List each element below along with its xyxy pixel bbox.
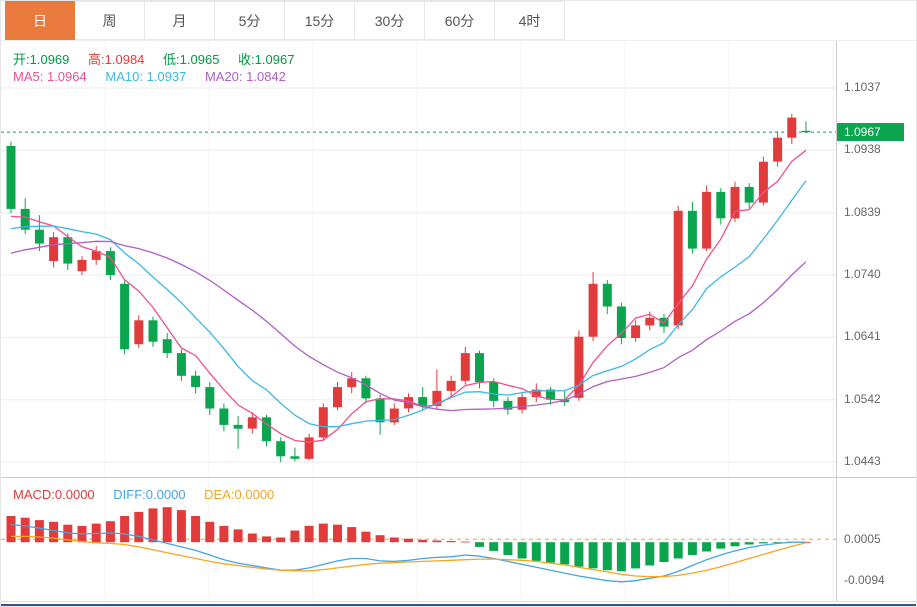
tab-4hour[interactable]: 4时	[495, 1, 565, 40]
ma10-info: MA10: 1.0937	[105, 69, 187, 84]
macd-axis: 0.0005 -0.0094	[836, 477, 916, 601]
price-axis-label: 1.0839	[844, 205, 881, 219]
tab-60min[interactable]: 60分	[425, 1, 495, 40]
price-axis-label: 1.0542	[844, 392, 881, 406]
main-chart-panel: 开:1.0969 高:1.0984 低:1.0965 收:1.0967 MA5:…	[1, 41, 836, 477]
macd-axis-label-zero: 0.0005	[844, 532, 881, 546]
low-info: 低:1.0965	[163, 52, 220, 67]
price-axis-label: 1.0443	[844, 454, 881, 468]
dea-value-info: DEA:0.0000	[204, 487, 275, 502]
bottom-strip	[1, 601, 916, 606]
macd-axis-label-min: -0.0094	[844, 573, 885, 587]
price-axis-label: 1.0938	[844, 142, 881, 156]
price-axis: 1.1037 1.0938 1.0839 1.0740 1.0641 1.054…	[836, 41, 916, 477]
tab-15min[interactable]: 15分	[285, 1, 355, 40]
ma20-info: MA20: 1.0842	[204, 69, 286, 84]
macd-value-info: MACD:0.0000	[13, 487, 95, 502]
candlestick-chart[interactable]	[1, 41, 836, 477]
macd-info: MACD:0.0000 DIFF:0.0000 DEA:0.0000	[13, 487, 289, 502]
macd-chart[interactable]	[1, 477, 836, 601]
tab-5min[interactable]: 5分	[215, 1, 285, 40]
bottom-divider	[1, 604, 916, 606]
ma5-info: MA5: 1.0964	[13, 69, 87, 84]
tab-daily[interactable]: 日	[5, 1, 75, 40]
close-info: 收:1.0967	[238, 52, 295, 67]
tab-30min[interactable]: 30分	[355, 1, 425, 40]
price-axis-label: 1.0641	[844, 329, 881, 343]
price-axis-label: 1.1037	[844, 80, 881, 94]
tab-weekly[interactable]: 周	[75, 1, 145, 40]
timeframe-tabbar: 日 周 月 5分 15分 30分 60分 4时	[1, 1, 916, 41]
diff-value-info: DIFF:0.0000	[113, 487, 186, 502]
ma-info: MA5: 1.0964 MA10: 1.0937 MA20: 1.0842	[13, 69, 301, 84]
price-axis-label: 1.0740	[844, 267, 881, 281]
macd-panel: MACD:0.0000 DIFF:0.0000 DEA:0.0000	[1, 477, 836, 601]
ohlc-info: 开:1.0969 高:1.0984 低:1.0965 收:1.0967	[13, 49, 309, 68]
panel-divider	[1, 477, 916, 478]
current-price-tag: 1.0967	[837, 123, 904, 141]
high-info: 高:1.0984	[88, 52, 145, 67]
open-info: 开:1.0969	[13, 52, 70, 67]
tab-monthly[interactable]: 月	[145, 1, 215, 40]
